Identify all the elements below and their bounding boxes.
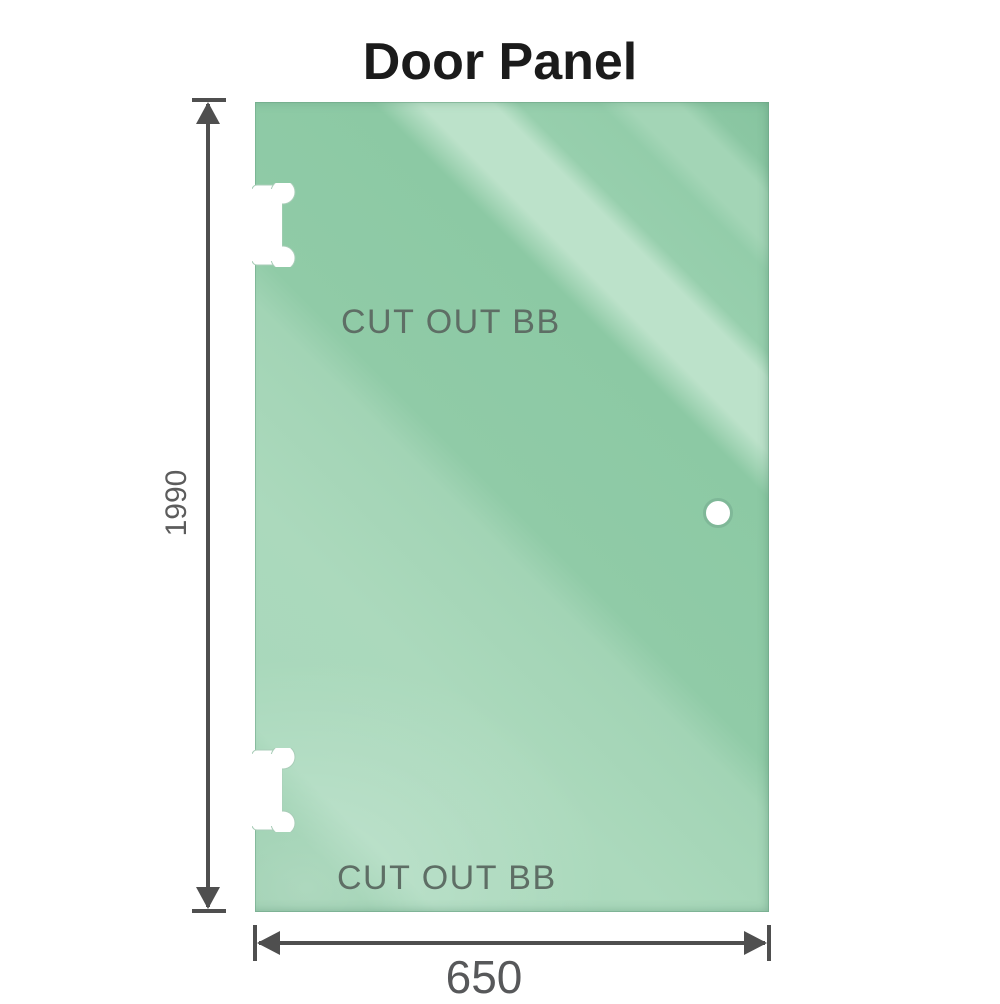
width-dimension-label: 650 [445, 951, 523, 1003]
page-title: Door Panel [362, 33, 638, 91]
arrow-up-icon [196, 102, 220, 124]
arrow-left-icon [257, 931, 280, 955]
cutout-bottom-label: CUT OUT BB [337, 859, 557, 897]
handle-hole-icon [703, 498, 733, 528]
arrow-down-icon [196, 887, 220, 909]
height-dimension-label: 1990 [160, 469, 193, 537]
hinge-cutout-top-icon [252, 183, 296, 267]
hinge-cutout-bottom-icon [252, 748, 296, 832]
arrow-right-icon [744, 931, 767, 955]
door-panel-glass: CUT OUT BB CUT OUT BB [252, 102, 769, 912]
cutout-top-label: CUT OUT BB [341, 303, 561, 341]
